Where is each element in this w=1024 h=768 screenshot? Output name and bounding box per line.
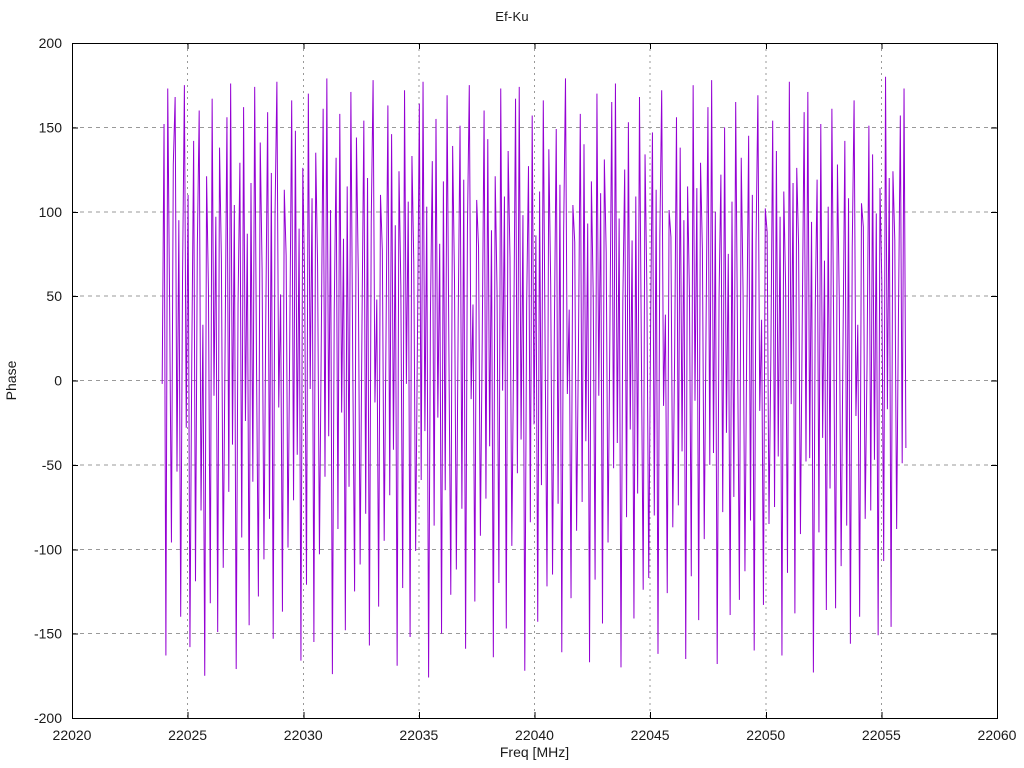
y-tick-label: 150: [39, 119, 63, 135]
x-tick-label: 22055: [862, 727, 901, 743]
x-tick-label: 22045: [631, 727, 670, 743]
y-tick-label: -150: [34, 626, 62, 642]
x-tick-label: 22040: [515, 727, 554, 743]
x-tick-label: 22020: [53, 727, 92, 743]
x-tick-label: 22035: [399, 727, 438, 743]
data-series-layer: [161, 76, 907, 678]
x-tick-label: 22030: [284, 727, 323, 743]
axis-titles: Freq [MHz] Phase: [3, 360, 569, 760]
axis-tick-labels: -200 -150 -100 -50 0 50 100 150 200 22020 22025 220…: [34, 35, 1017, 743]
x-axis-title: Freq [MHz]: [500, 744, 569, 760]
y-tick-label: 200: [39, 35, 63, 51]
chart-title: Ef-Ku: [495, 9, 529, 24]
x-tick-label: 22025: [168, 727, 207, 743]
data-series-line: [161, 76, 907, 678]
y-tick-label: 50: [46, 288, 62, 304]
y-axis-title: Phase: [3, 360, 19, 400]
y-tick-label: -200: [34, 710, 62, 726]
y-tick-label: -50: [42, 457, 62, 473]
y-tick-label: -100: [34, 541, 62, 557]
y-tick-label: 100: [39, 204, 63, 220]
x-tick-label: 22060: [978, 727, 1017, 743]
x-tick-label: 22050: [746, 727, 785, 743]
tick-marks: [72, 43, 998, 719]
y-tick-label: 0: [54, 373, 62, 389]
